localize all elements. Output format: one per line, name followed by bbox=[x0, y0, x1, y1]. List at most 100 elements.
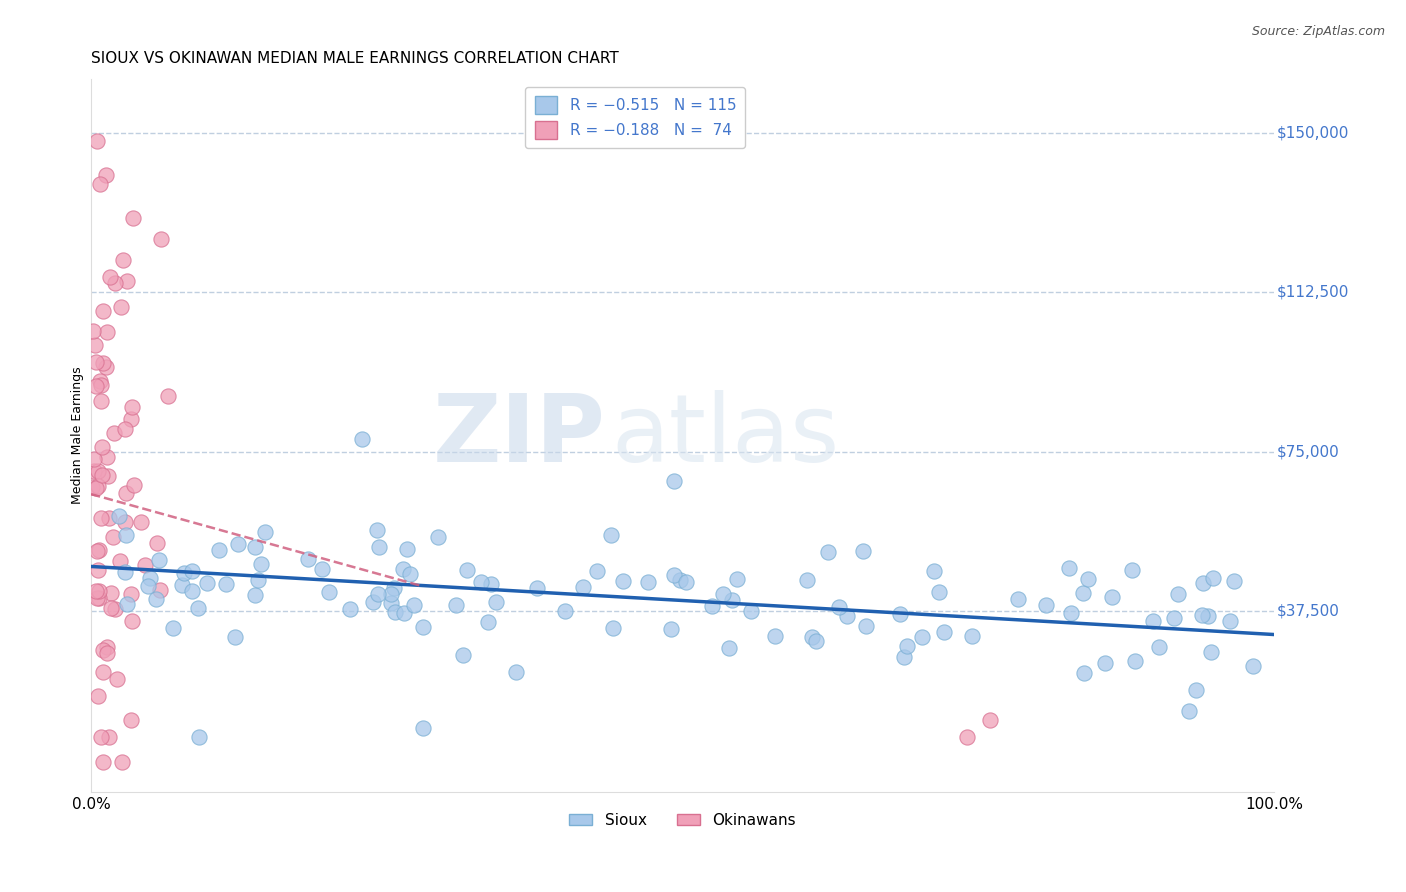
Point bbox=[395, 542, 418, 557]
Point bbox=[162, 621, 184, 635]
Point bbox=[485, 595, 508, 609]
Text: $150,000: $150,000 bbox=[1277, 125, 1348, 140]
Point bbox=[1184, 683, 1206, 698]
Point bbox=[367, 540, 389, 554]
Point bbox=[1094, 656, 1116, 670]
Point bbox=[932, 624, 955, 639]
Point bbox=[380, 596, 402, 610]
Point bbox=[637, 575, 659, 590]
Point bbox=[172, 578, 194, 592]
Point bbox=[1241, 659, 1264, 673]
Point bbox=[121, 614, 143, 628]
Point bbox=[187, 601, 209, 615]
Point bbox=[195, 576, 218, 591]
Point bbox=[114, 516, 136, 530]
Point bbox=[817, 545, 839, 559]
Point bbox=[180, 583, 202, 598]
Point bbox=[470, 575, 492, 590]
Point bbox=[83, 464, 105, 478]
Point bbox=[90, 730, 112, 744]
Point bbox=[104, 602, 127, 616]
Point bbox=[896, 639, 918, 653]
Point bbox=[366, 523, 388, 537]
Point bbox=[96, 326, 118, 340]
Point bbox=[98, 511, 121, 525]
Point bbox=[86, 134, 108, 148]
Point bbox=[100, 601, 122, 615]
Point bbox=[243, 588, 266, 602]
Point bbox=[84, 378, 107, 392]
Point bbox=[384, 605, 406, 619]
Point bbox=[120, 586, 142, 600]
Point bbox=[91, 665, 114, 679]
Point bbox=[1123, 654, 1146, 668]
Point bbox=[1219, 614, 1241, 628]
Point bbox=[1101, 590, 1123, 604]
Point bbox=[350, 432, 373, 446]
Point bbox=[1191, 607, 1213, 622]
Point bbox=[1163, 611, 1185, 625]
Point bbox=[254, 525, 277, 540]
Point bbox=[114, 566, 136, 580]
Point bbox=[94, 359, 117, 374]
Point bbox=[928, 585, 950, 599]
Point bbox=[721, 592, 744, 607]
Point bbox=[83, 452, 105, 467]
Point bbox=[111, 253, 134, 268]
Point bbox=[110, 300, 132, 314]
Point bbox=[134, 558, 156, 573]
Point bbox=[526, 581, 548, 595]
Point bbox=[600, 528, 623, 542]
Point bbox=[572, 580, 595, 594]
Point bbox=[911, 630, 934, 644]
Point bbox=[922, 564, 945, 578]
Text: atlas: atlas bbox=[612, 390, 839, 482]
Point bbox=[806, 634, 828, 648]
Point bbox=[114, 422, 136, 436]
Point bbox=[1147, 640, 1170, 654]
Point bbox=[675, 574, 697, 589]
Point bbox=[1121, 563, 1143, 577]
Point bbox=[398, 566, 420, 581]
Point bbox=[84, 338, 107, 352]
Point bbox=[717, 640, 740, 655]
Point bbox=[1035, 598, 1057, 612]
Point bbox=[725, 573, 748, 587]
Point bbox=[180, 564, 202, 578]
Point bbox=[1060, 606, 1083, 620]
Point bbox=[456, 563, 478, 577]
Point bbox=[91, 356, 114, 370]
Point bbox=[602, 621, 624, 635]
Point bbox=[146, 535, 169, 549]
Y-axis label: Median Male Earnings: Median Male Earnings bbox=[72, 367, 84, 505]
Point bbox=[1057, 561, 1080, 575]
Point bbox=[108, 554, 131, 568]
Point bbox=[98, 270, 121, 285]
Text: ZIP: ZIP bbox=[433, 390, 606, 482]
Point bbox=[89, 374, 111, 388]
Point bbox=[391, 562, 413, 576]
Point bbox=[145, 592, 167, 607]
Point bbox=[91, 755, 114, 769]
Point bbox=[662, 475, 685, 489]
Point bbox=[87, 591, 110, 606]
Point bbox=[835, 608, 858, 623]
Point bbox=[115, 528, 138, 542]
Point bbox=[1192, 575, 1215, 590]
Point bbox=[1197, 609, 1219, 624]
Point bbox=[91, 468, 114, 483]
Point bbox=[1142, 615, 1164, 629]
Point bbox=[800, 630, 823, 644]
Point bbox=[90, 440, 112, 454]
Point bbox=[121, 211, 143, 225]
Point bbox=[157, 389, 180, 403]
Point bbox=[855, 619, 877, 633]
Text: $112,500: $112,500 bbox=[1277, 285, 1348, 300]
Point bbox=[382, 581, 405, 595]
Point bbox=[107, 508, 129, 523]
Point bbox=[115, 597, 138, 611]
Point bbox=[1202, 571, 1225, 585]
Point bbox=[554, 604, 576, 618]
Point bbox=[394, 606, 416, 620]
Point bbox=[188, 730, 211, 744]
